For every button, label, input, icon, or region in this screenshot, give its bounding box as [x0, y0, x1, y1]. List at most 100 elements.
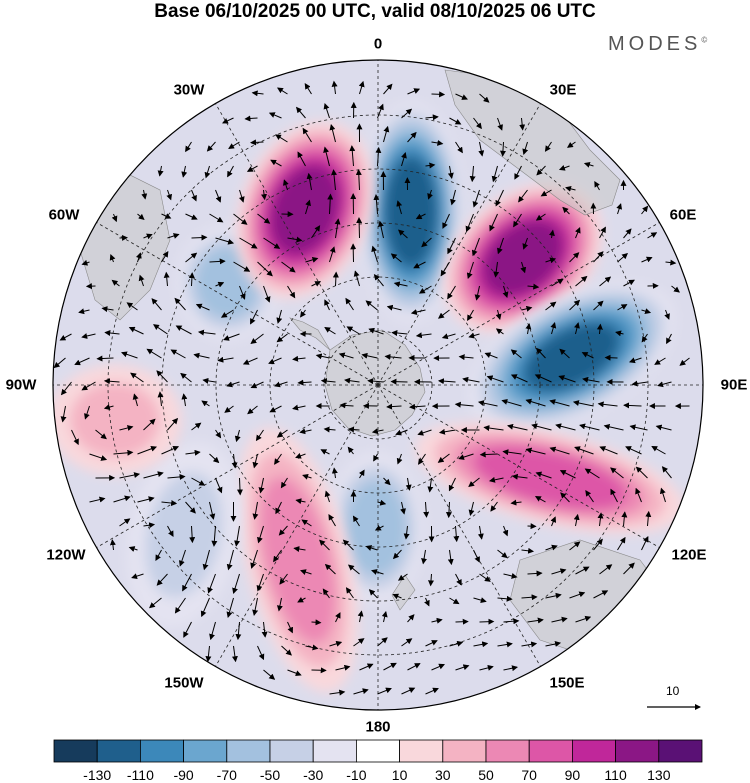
wind-arrow: [445, 501, 452, 519]
wind-arrow: [193, 352, 210, 359]
wind-arrow: [71, 429, 79, 446]
wind-arrow: [599, 276, 612, 287]
wind-arrow: [257, 261, 273, 277]
colorbar-label: -90: [173, 767, 194, 783]
wind-arrow: [167, 473, 186, 480]
wind-arrow: [345, 297, 354, 311]
wind-arrow: [201, 400, 210, 407]
wind-arrow: [209, 453, 220, 464]
longitude-label: 150W: [164, 674, 204, 692]
longitude-label: 180: [365, 718, 391, 736]
wind-arrow: [252, 501, 259, 520]
wind-arrow: [502, 525, 509, 537]
wind-arrow: [356, 217, 363, 239]
wind-arrow: [233, 261, 251, 272]
wind-arrow: [195, 303, 210, 311]
wind-arrow: [78, 308, 90, 315]
wind-arrow: [301, 519, 312, 527]
wind-arrow: [181, 393, 188, 407]
wind-arrow: [661, 466, 672, 479]
wind-arrow: [295, 498, 306, 505]
wind-arrow: [513, 213, 522, 228]
colorbar-label: 90: [564, 767, 581, 783]
wind-arrow: [390, 253, 402, 263]
wind-arrow: [109, 254, 116, 263]
wind-arrow: [393, 281, 408, 288]
wind-arrow: [135, 252, 142, 263]
wind-arrow: [449, 597, 460, 605]
wind-arrow: [156, 370, 168, 383]
negative-center-0: [358, 101, 464, 323]
wind-arrow: [292, 404, 306, 411]
wind-arrow: [315, 353, 330, 360]
wind-arrow: [629, 424, 648, 431]
wind-arrow: [383, 477, 391, 486]
wind-arrow: [468, 332, 480, 339]
meridian-line: [215, 103, 379, 386]
wind-arrow: [81, 381, 96, 391]
wind-arrow: [535, 471, 552, 479]
wind-arrow: [610, 467, 624, 479]
wind-arrow: [569, 591, 586, 599]
wind-arrow: [263, 669, 276, 680]
wind-arrow: [161, 213, 172, 219]
wind-arrow: [103, 378, 120, 385]
wind-arrow: [295, 452, 306, 459]
wind-arrow: [109, 539, 116, 551]
wind-arrow: [574, 446, 594, 455]
wind-arrow: [287, 621, 293, 634]
wind-arrow: [209, 501, 216, 520]
wind-arrow: [604, 354, 618, 361]
wind-arrow: [331, 80, 338, 95]
wind-arrow: [666, 333, 672, 345]
wind-arrow: [281, 261, 296, 273]
wind-arrow: [287, 285, 296, 299]
wind-arrow: [126, 302, 138, 311]
wind-arrow: [137, 496, 155, 503]
wind-arrow: [226, 597, 234, 618]
wind-arrow: [103, 404, 114, 410]
meridian-line: [377, 384, 660, 548]
wind-arrow: [251, 90, 264, 97]
wind-arrow: [368, 589, 378, 599]
wind-arrow: [297, 379, 312, 386]
wind-arrow: [349, 145, 356, 167]
wind-arrow: [250, 381, 264, 389]
wind-arrow: [631, 380, 648, 387]
wind-arrow: [560, 492, 570, 503]
wind-arrow: [279, 573, 288, 585]
wind-arrow: [448, 477, 456, 492]
wind-arrow: [355, 169, 362, 191]
wind-arrow: [479, 664, 494, 671]
wind-arrow: [428, 573, 434, 587]
wind-arrow: [89, 453, 108, 461]
wind-arrow: [471, 237, 480, 257]
wind-arrow: [130, 372, 144, 383]
wind-arrow: [497, 549, 508, 559]
wind-arrow: [679, 357, 690, 366]
wind-arrow: [252, 453, 259, 469]
wind-arrow: [625, 446, 642, 455]
wind-arrow: [226, 549, 234, 571]
wind-arrow: [545, 301, 557, 311]
wind-arrow: [490, 501, 498, 512]
wind-arrow: [522, 141, 529, 155]
wind-arrow: [405, 477, 412, 491]
wind-arrow: [331, 467, 338, 479]
wind-arrow: [299, 428, 312, 435]
wind-arrow: [311, 225, 321, 239]
wind-arrow: [323, 146, 330, 167]
wind-arrow: [276, 309, 283, 324]
wind-arrow: [143, 471, 164, 479]
wind-arrow: [521, 547, 535, 554]
wind-arrow: [293, 546, 306, 553]
wind-arrow: [205, 645, 212, 663]
wind-arrow: [287, 669, 302, 677]
colorbar-label: 10: [391, 767, 408, 783]
wind-arrow: [276, 429, 288, 438]
wind-arrow: [581, 352, 594, 359]
wind-arrow: [527, 283, 540, 290]
wind-arrow: [479, 93, 490, 103]
wind-arrow: [275, 134, 288, 143]
wind-arrow: [657, 381, 672, 388]
